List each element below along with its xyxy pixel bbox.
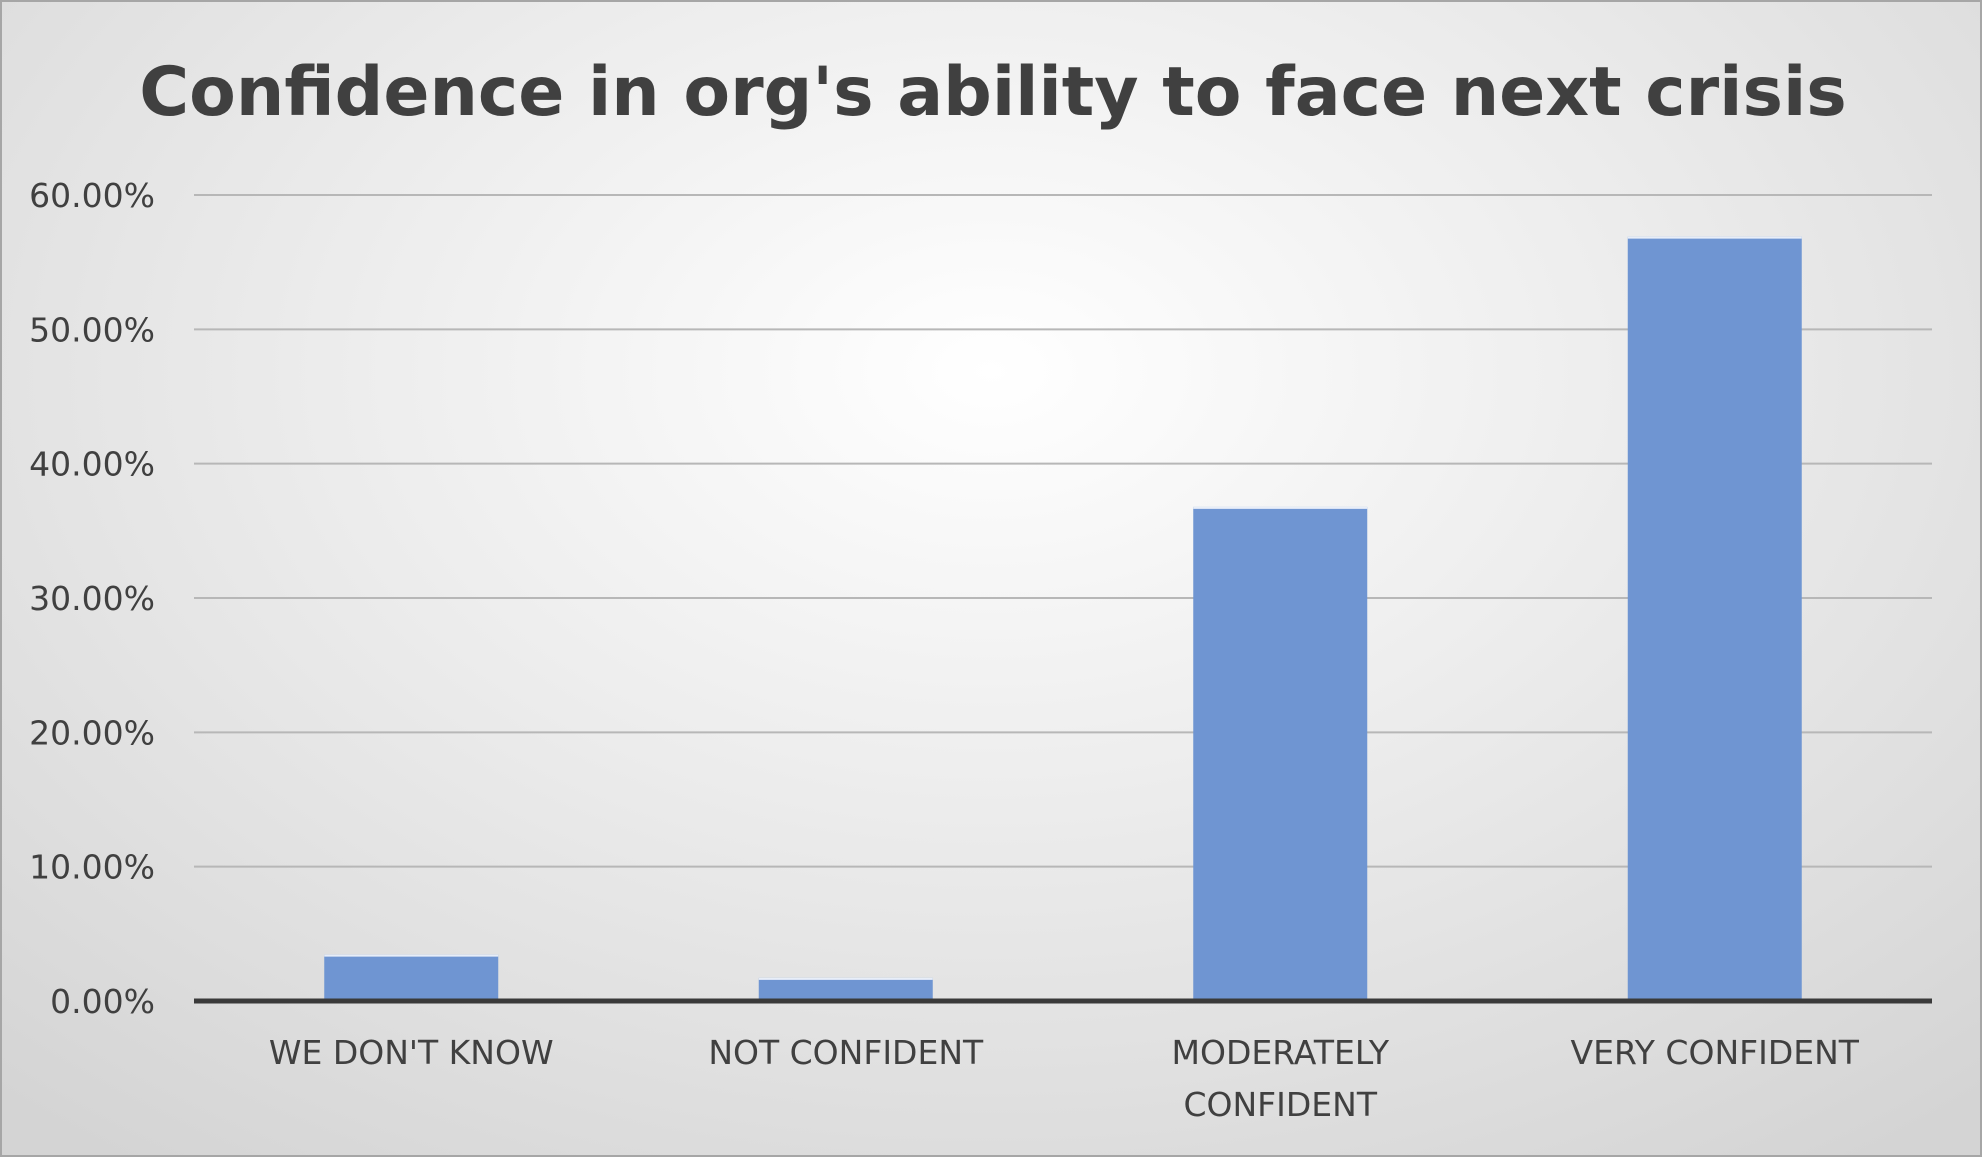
bar xyxy=(324,954,499,1001)
y-tick-label: 40.00% xyxy=(29,445,155,484)
bar xyxy=(1193,506,1368,1001)
category-label: NOT CONFIDENT xyxy=(708,1033,984,1072)
bars xyxy=(324,236,1802,1002)
category-label-line: WE DON'T KNOW xyxy=(269,1033,554,1072)
category-label-line: MODERATELY xyxy=(1172,1033,1390,1072)
y-tick-label: 0.00% xyxy=(50,982,155,1021)
y-tick-label: 20.00% xyxy=(29,713,155,752)
y-tick-label: 50.00% xyxy=(29,310,155,349)
category-label-line: NOT CONFIDENT xyxy=(708,1033,984,1072)
category-label: MODERATELY CONFIDENT xyxy=(1172,1033,1390,1124)
y-tick-label: 60.00% xyxy=(29,176,155,215)
category-label: VERY CONFIDENT xyxy=(1571,1033,1860,1072)
y-tick-label: 10.00% xyxy=(29,848,155,887)
x-axis-category-labels: WE DON'T KNOW NOT CONFIDENT MODERATELY CONF… xyxy=(269,1033,1860,1124)
category-label-line: CONFIDENT xyxy=(1183,1085,1377,1124)
chart-title: Confidence in org's ability to face next… xyxy=(139,53,1846,132)
category-label-line: VERY CONFIDENT xyxy=(1571,1033,1860,1072)
category-label: WE DON'T KNOW xyxy=(269,1033,554,1072)
y-tick-label: 30.00% xyxy=(29,579,155,618)
bar xyxy=(1627,236,1802,1002)
y-axis-tick-labels: 0.00% 10.00% 20.00% 30.00% 40.00% 50.00% 60.00… xyxy=(29,176,155,1021)
bar xyxy=(758,977,933,1001)
